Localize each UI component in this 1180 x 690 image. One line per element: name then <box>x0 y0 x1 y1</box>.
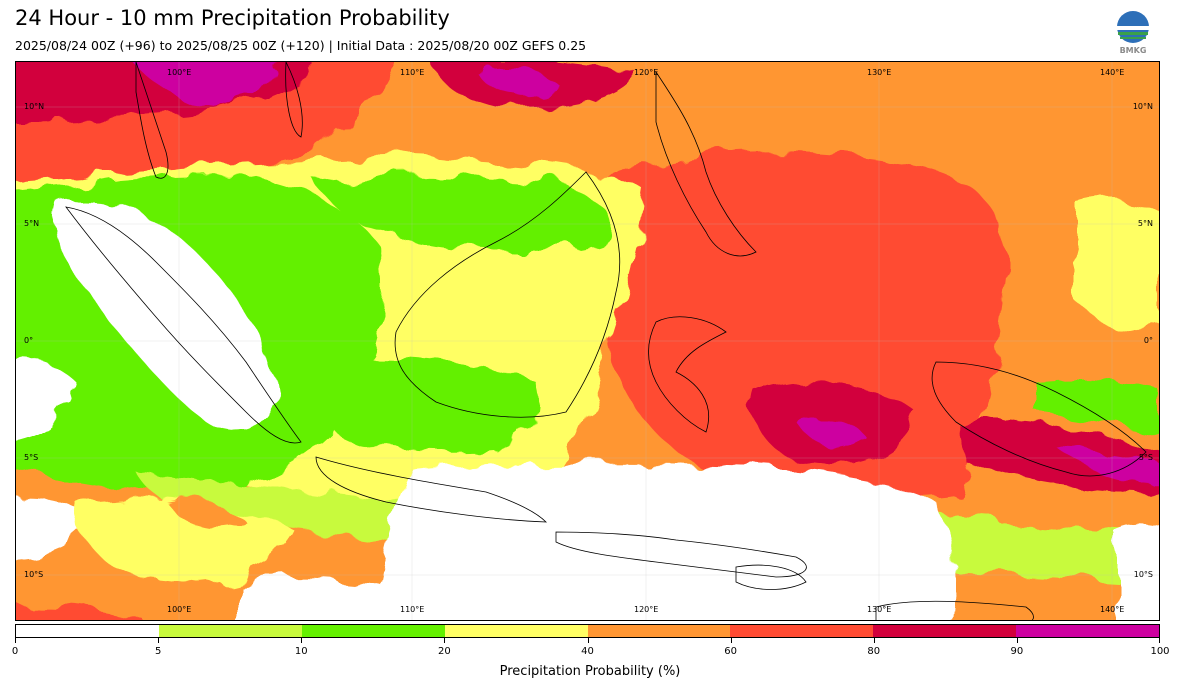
vietnam-coastline <box>285 62 303 138</box>
colorbar-tick <box>587 638 589 643</box>
colorbar <box>15 624 1160 638</box>
colorbar-tick-label: 10 <box>294 646 308 657</box>
malay-coastline <box>135 62 169 179</box>
colorbar-segment <box>1016 625 1159 637</box>
lon-label-top: 130°E <box>867 68 892 77</box>
lat-label-right: 10°S <box>1133 570 1153 579</box>
colorbar-tick-label: 80 <box>867 646 881 657</box>
colorbar-label: Precipitation Probability (%) <box>499 664 681 679</box>
lat-label-left: 5°S <box>24 453 39 462</box>
field-red-sw <box>16 605 141 620</box>
field-green-papua-n <box>1036 380 1159 432</box>
colorbar-tick-label: 40 <box>581 646 594 657</box>
lon-label-top: 120°E <box>634 68 659 77</box>
papua-coastline <box>931 361 1147 477</box>
lat-label-right: 5°N <box>1137 219 1153 228</box>
colorbar-segment <box>158 625 302 637</box>
lat-label-right: 5°S <box>1138 453 1153 462</box>
lat-label-right: 0° <box>1143 336 1153 345</box>
colorbar-segment <box>873 625 1017 637</box>
lon-label-bottom: 140°E <box>1100 605 1125 614</box>
lon-label-top: 140°E <box>1100 68 1125 77</box>
colorbar-tick <box>1159 638 1160 643</box>
lat-label-left: 10°N <box>24 102 45 111</box>
coastlines <box>65 62 1147 620</box>
lon-label-bottom: 110°E <box>400 605 425 614</box>
bmkg-logo-icon: BMKG <box>1113 10 1153 56</box>
field-white-sw <box>16 498 96 562</box>
borneo-coastline <box>394 171 621 418</box>
lon-label-top: 100°E <box>167 68 192 77</box>
java-coastline <box>315 456 548 523</box>
precipitation-map: 100°E 110°E 120°E 130°E 140°E 100°E 110°… <box>15 61 1160 621</box>
colorbar-tick-label: 0 <box>11 646 19 657</box>
colorbar-tick <box>444 638 446 643</box>
field-magenta-n <box>476 67 561 97</box>
sulawesi-coastline <box>648 316 727 433</box>
map-canvas <box>16 62 1159 620</box>
lon-label-bottom: 120°E <box>634 605 659 614</box>
colorbar-tick <box>158 638 160 643</box>
colorbar-tick-label: 90 <box>1010 646 1024 657</box>
lat-label-right: 10°N <box>1132 102 1153 111</box>
lon-label-bottom: 130°E <box>867 605 892 614</box>
field-yellow-ne <box>1076 197 1159 326</box>
field-magenta-banda <box>796 417 866 447</box>
field-magenta-papua <box>1056 447 1159 482</box>
colorbar-segment <box>444 625 588 637</box>
field-white-south <box>376 463 953 620</box>
lesser-sunda-coastline <box>555 531 807 578</box>
timor-coastline <box>735 564 807 590</box>
chart-title: 24 Hour - 10 mm Precipitation Probabilit… <box>15 6 450 30</box>
field-green-borneo-n <box>316 176 609 250</box>
lat-label-left: 0° <box>24 336 34 345</box>
colorbar-tick <box>730 638 732 643</box>
field-white-s2 <box>236 578 436 620</box>
field-white-w <box>16 358 76 441</box>
probability-field <box>16 62 1159 620</box>
lat-label-left: 10°S <box>24 570 44 579</box>
field-green-java-sea <box>314 358 540 454</box>
sumatra-coastline <box>65 206 302 444</box>
lon-label-top: 110°E <box>400 68 425 77</box>
colorbar-segment <box>730 625 874 637</box>
colorbar-tick <box>873 638 875 643</box>
field-white-sumatra <box>53 199 277 433</box>
colorbar-tick-label: 100 <box>1150 646 1170 657</box>
chart-subtitle: 2025/08/24 00Z (+96) to 2025/08/25 00Z (… <box>15 38 587 53</box>
philippines-coastline <box>655 70 757 257</box>
colorbar-segment <box>301 625 445 637</box>
colorbar-tick <box>301 638 303 643</box>
field-white-se <box>1116 526 1159 620</box>
logo-text: BMKG <box>1120 46 1147 55</box>
lat-label-left: 5°N <box>24 219 40 228</box>
colorbar-segment <box>587 625 731 637</box>
graticule <box>16 62 1159 620</box>
colorbar-tick-label: 60 <box>724 646 737 657</box>
field-orange-sw <box>166 500 246 528</box>
colorbar-tick-label: 5 <box>154 646 162 657</box>
field-magenta-nw <box>132 62 270 107</box>
colorbar-tick <box>15 638 16 643</box>
lon-label-bottom: 100°E <box>167 605 192 614</box>
australia-coastline <box>875 600 1034 620</box>
colorbar-segment <box>16 625 159 637</box>
colorbar-tick <box>1016 638 1018 643</box>
colorbar-tick-label: 20 <box>438 646 451 657</box>
